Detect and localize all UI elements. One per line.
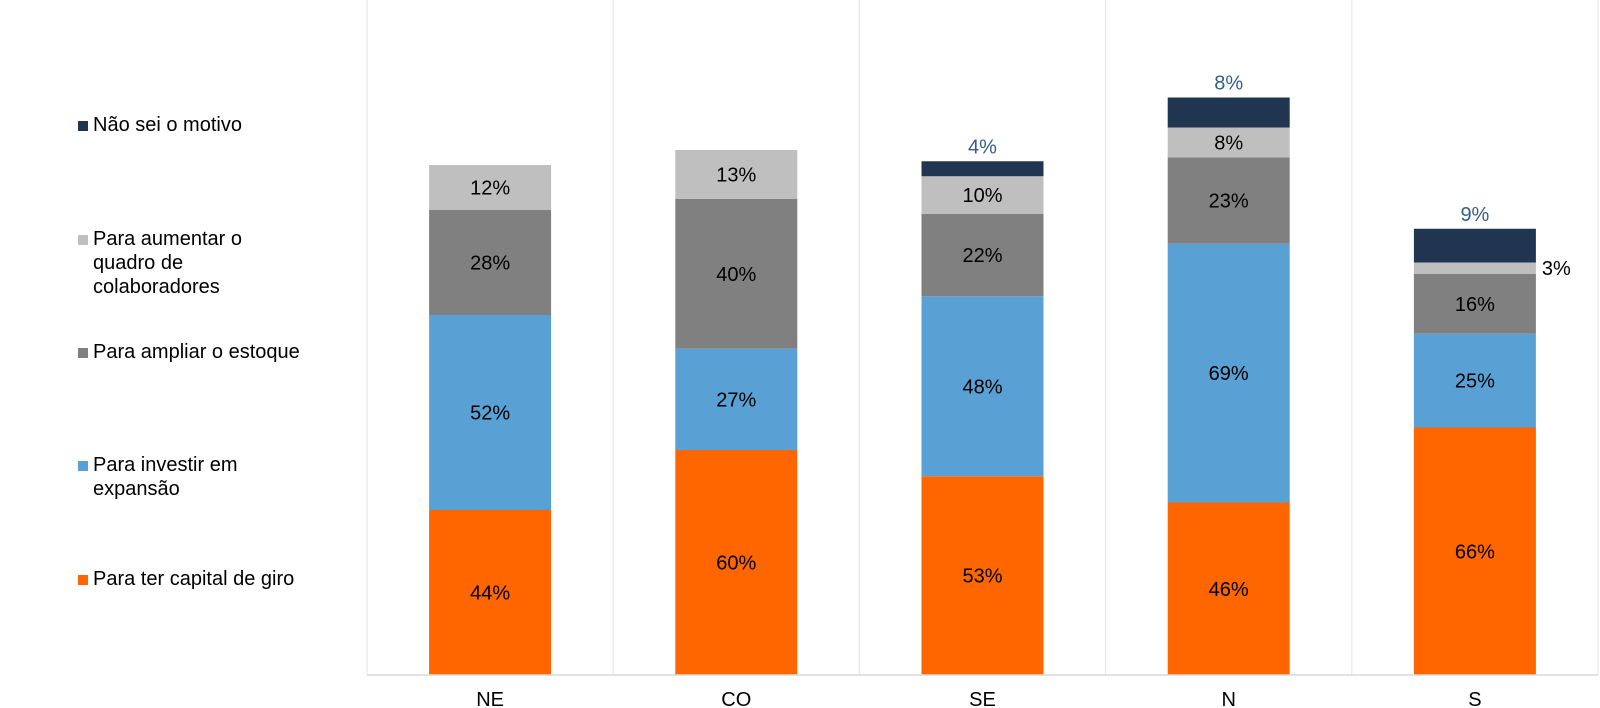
bar-ne-series-3 [429,165,552,210]
bar-ne-series-1 [429,315,552,510]
data-label-se-series-3: 10% [962,185,1002,207]
data-label-ne-series-1: 52% [470,403,510,425]
bar-co-series-0 [675,450,798,675]
legend-label: Para ampliar o estoque [93,341,300,363]
legend-swatch [78,461,88,471]
bar-co-series-2 [675,198,798,349]
bar-co-series-1 [675,348,798,450]
legend-label: Para ter capital de giro [93,568,295,590]
data-label-co-series-0: 60% [716,553,756,575]
legend-label: Não sei o motivo [93,114,242,136]
x-tick-co: CO [721,689,751,708]
x-tick-n: N [1221,689,1235,708]
bar-s-series-0 [1413,427,1536,675]
bar-se-series-1 [921,296,1044,477]
data-label-n-series-3: 8% [1214,133,1243,155]
data-label-s-series-4: 9% [1460,204,1489,226]
bar-n-series-1 [1167,243,1290,503]
data-label-ne-series-2: 28% [470,253,510,275]
category-gridlines [366,0,1599,675]
data-label-se-series-4: 4% [968,136,997,158]
bar-se-series-2 [921,213,1044,297]
data-label-se-series-0: 53% [962,566,1002,588]
legend-swatch [78,235,88,245]
legend-swatch [78,348,88,358]
bar-se-series-3 [921,176,1044,214]
x-tick-s: S [1468,689,1481,708]
bar-n-series-3 [1167,127,1290,158]
legend-label: Para investir em expansão [93,454,238,500]
bar-s-series-2 [1413,273,1536,334]
data-label-co-series-1: 27% [716,389,756,411]
data-label-co-series-2: 40% [716,264,756,286]
legend-label: Para aumentar o quadro de colaboradores [93,228,242,298]
data-label-n-series-1: 69% [1209,363,1249,385]
data-label-ne-series-0: 44% [470,583,510,605]
data-label-ne-series-3: 12% [470,178,510,200]
legend-swatch [78,121,88,131]
bar-n-series-0 [1167,502,1290,675]
bar-co-series-3 [675,150,798,199]
x-tick-se: SE [969,689,996,708]
bar-s-series-1 [1413,333,1536,428]
data-label-s-series-3: 3% [1542,258,1571,280]
x-tick-ne: NE [476,689,504,708]
bar-ne-series-0 [429,510,552,675]
data-label-se-series-2: 22% [962,245,1002,267]
data-label-n-series-4: 8% [1214,73,1243,95]
data-label-s-series-1: 25% [1455,371,1495,393]
data-labels: 44% 52% 28% 12% 60% 27% 40% 13% 53% 48% 22% 10% 4% 46… [470,73,1571,605]
data-label-s-series-2: 16% [1455,294,1495,316]
bar-segments [429,97,1536,675]
data-label-co-series-3: 13% [716,164,756,186]
bar-s-series-3 [1413,262,1536,274]
legend-swatch [78,575,88,585]
data-label-n-series-0: 46% [1209,579,1249,601]
bar-se-series-0 [921,476,1044,675]
bar-ne-series-2 [429,210,552,315]
data-label-s-series-0: 66% [1455,541,1495,563]
data-label-se-series-1: 48% [962,376,1002,398]
x-axis: NE CO SE N S [367,674,1598,708]
bar-s-series-4 [1413,228,1536,263]
bar-n-series-4 [1167,97,1290,128]
bar-n-series-2 [1167,157,1290,244]
bar-se-series-4 [921,161,1044,177]
data-label-n-series-2: 23% [1209,191,1249,213]
